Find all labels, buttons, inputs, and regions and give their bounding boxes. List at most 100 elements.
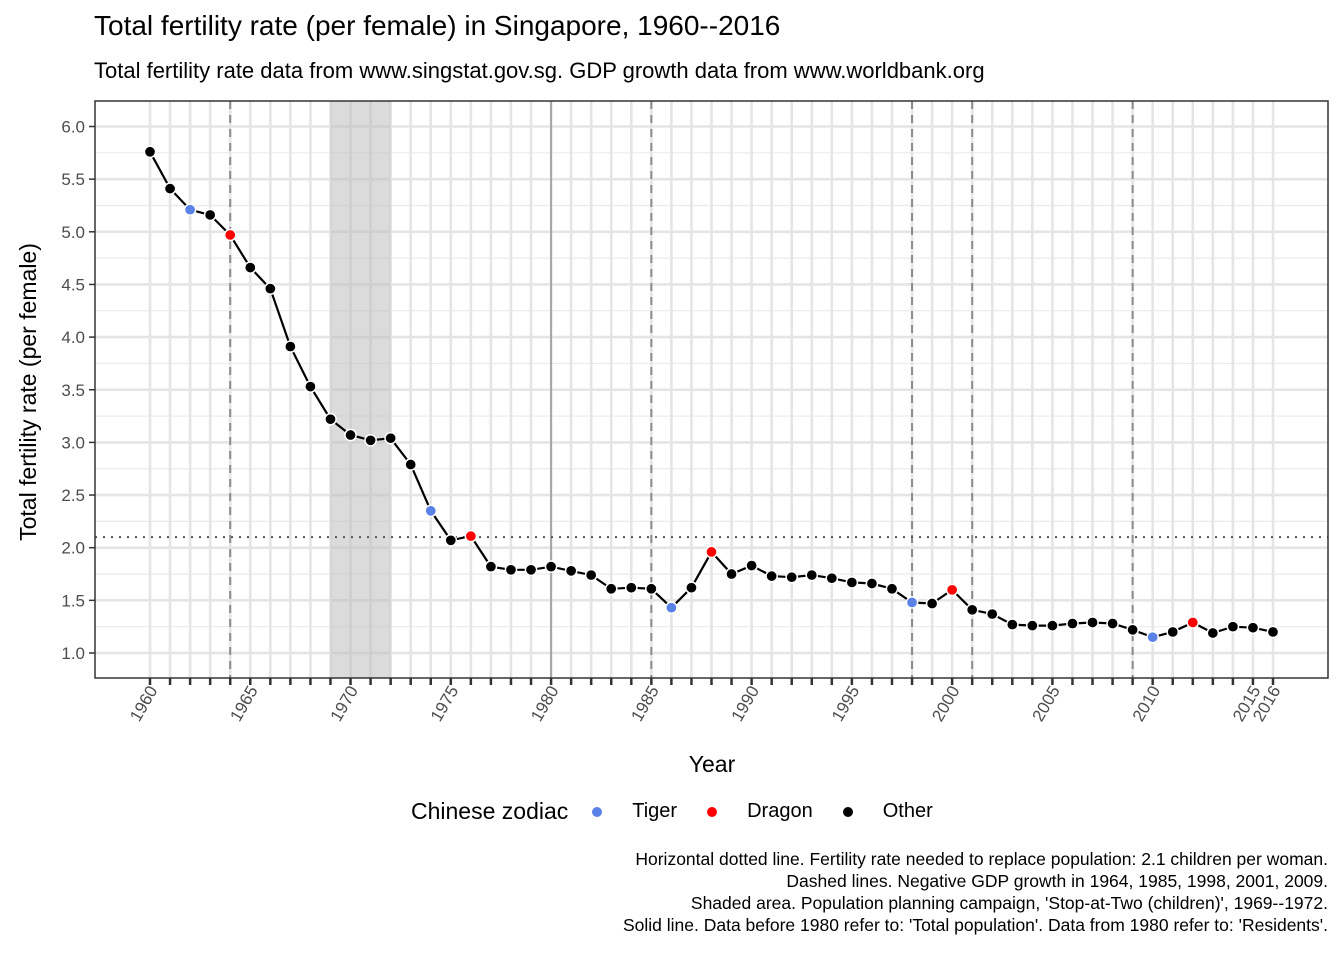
data-point-other bbox=[564, 564, 578, 578]
caption-line-solid: Solid line. Data before 1980 refer to: '… bbox=[622, 915, 1328, 935]
data-point-other bbox=[825, 571, 839, 585]
y-tick-label: 2.0 bbox=[61, 539, 85, 558]
data-point-other bbox=[524, 563, 538, 577]
x-tick-label: 2010 bbox=[1129, 683, 1164, 725]
data-point-other bbox=[1005, 618, 1019, 631]
data-point-other bbox=[544, 560, 558, 574]
caption-line-dotted: Horizontal dotted line. Fertility rate n… bbox=[635, 849, 1328, 869]
data-point-other bbox=[925, 597, 939, 610]
data-point-other bbox=[1106, 617, 1119, 630]
y-tick-label: 2.5 bbox=[61, 486, 85, 505]
data-point-other bbox=[805, 568, 819, 582]
data-point-other bbox=[504, 563, 518, 577]
data-point-other bbox=[444, 533, 458, 547]
data-point-other bbox=[1166, 625, 1180, 639]
y-tick-label: 6.0 bbox=[61, 118, 85, 137]
legend-item-other: Other bbox=[842, 800, 933, 823]
caption: Horizontal dotted line. Fertility rate n… bbox=[623, 848, 1328, 936]
data-point-other bbox=[765, 569, 779, 583]
legend-swatch-tiger bbox=[592, 806, 603, 817]
data-point-other bbox=[985, 607, 999, 621]
data-point-other bbox=[1266, 625, 1280, 639]
data-point-dragon bbox=[464, 529, 478, 543]
data-point-other bbox=[284, 340, 297, 353]
y-tick-label: 4.5 bbox=[61, 275, 85, 294]
campaign-shaded-area bbox=[330, 101, 391, 678]
data-point-other bbox=[965, 603, 979, 617]
legend-item-tiger: Tiger bbox=[592, 800, 677, 823]
data-point-other bbox=[865, 577, 879, 590]
legend-label-tiger: Tiger bbox=[632, 800, 678, 822]
data-point-other bbox=[685, 581, 698, 595]
data-point-other bbox=[304, 380, 317, 393]
data-point-other bbox=[484, 560, 498, 574]
data-point-other bbox=[785, 570, 799, 584]
data-point-other bbox=[163, 182, 177, 195]
x-tick-label: 1970 bbox=[327, 683, 362, 725]
data-point-other bbox=[1086, 616, 1099, 629]
data-point-other bbox=[584, 568, 598, 582]
y-tick-label: 5.0 bbox=[61, 223, 85, 242]
data-point-other bbox=[1066, 617, 1079, 630]
data-point-other bbox=[725, 567, 738, 581]
y-tick-label: 1.5 bbox=[61, 591, 85, 610]
legend-label-other: Other bbox=[882, 800, 933, 822]
data-point-dragon bbox=[945, 583, 959, 597]
x-tick-label: 2005 bbox=[1029, 683, 1064, 725]
data-point-other bbox=[644, 582, 658, 596]
legend-title: Chinese zodiac bbox=[411, 798, 569, 824]
x-tick-label: 1985 bbox=[627, 683, 662, 725]
x-tick-label: 1990 bbox=[728, 683, 763, 725]
data-point-other bbox=[384, 431, 397, 445]
legend-label-dragon: Dragon bbox=[747, 800, 813, 822]
x-tick-label: 1995 bbox=[828, 683, 863, 725]
data-point-other bbox=[143, 145, 157, 159]
data-point-other bbox=[1206, 626, 1220, 640]
data-point-other bbox=[1026, 619, 1039, 632]
data-point-other bbox=[1246, 621, 1260, 635]
data-point-other bbox=[344, 428, 357, 442]
data-point-other bbox=[1226, 620, 1240, 634]
data-point-tiger bbox=[1146, 630, 1160, 644]
y-tick-label: 3.5 bbox=[61, 381, 85, 400]
caption-line-dashed: Dashed lines. Negative GDP growth in 196… bbox=[786, 871, 1328, 891]
data-point-other bbox=[1046, 619, 1059, 632]
data-point-other bbox=[404, 458, 418, 471]
data-point-other bbox=[745, 559, 758, 572]
data-point-tiger bbox=[424, 504, 438, 518]
data-point-other bbox=[203, 208, 217, 222]
data-point-other bbox=[604, 582, 618, 596]
caption-line-shaded: Shaded area. Population planning campaig… bbox=[690, 893, 1328, 913]
legend-item-dragon: Dragon bbox=[707, 800, 813, 823]
data-point-other bbox=[263, 282, 277, 296]
legend: Chinese zodiac Tiger Dragon Other bbox=[411, 798, 963, 825]
x-tick-label: 1975 bbox=[427, 683, 462, 725]
data-point-other bbox=[324, 412, 337, 426]
data-point-tiger bbox=[183, 203, 197, 217]
y-axis-label: Total fertility rate (per female) bbox=[15, 243, 41, 541]
data-point-other bbox=[1126, 623, 1139, 637]
data-point-other bbox=[845, 576, 859, 589]
y-tick-label: 3.0 bbox=[61, 433, 85, 452]
x-tick-label: 1980 bbox=[527, 683, 562, 725]
data-point-tiger bbox=[905, 596, 919, 609]
y-tick-label: 5.5 bbox=[61, 170, 85, 189]
y-tick-label: 4.0 bbox=[61, 328, 85, 347]
data-point-other bbox=[885, 582, 899, 596]
chart-subtitle: Total fertility rate data from www.sings… bbox=[94, 58, 985, 83]
x-tick-label: 1965 bbox=[226, 683, 261, 725]
chart-title: Total fertility rate (per female) in Sin… bbox=[94, 10, 781, 41]
data-point-dragon bbox=[223, 228, 237, 242]
data-point-other bbox=[364, 433, 377, 447]
y-tick-label: 1.0 bbox=[61, 644, 85, 663]
legend-swatch-dragon bbox=[707, 806, 718, 817]
data-point-other bbox=[624, 581, 638, 595]
data-point-dragon bbox=[1186, 616, 1200, 629]
x-tick-label: 1960 bbox=[126, 683, 161, 725]
data-point-other bbox=[243, 261, 257, 274]
data-point-tiger bbox=[665, 601, 678, 615]
x-axis-label: Year bbox=[689, 751, 736, 777]
x-tick-label: 2000 bbox=[928, 683, 963, 725]
legend-swatch-other bbox=[842, 806, 853, 817]
